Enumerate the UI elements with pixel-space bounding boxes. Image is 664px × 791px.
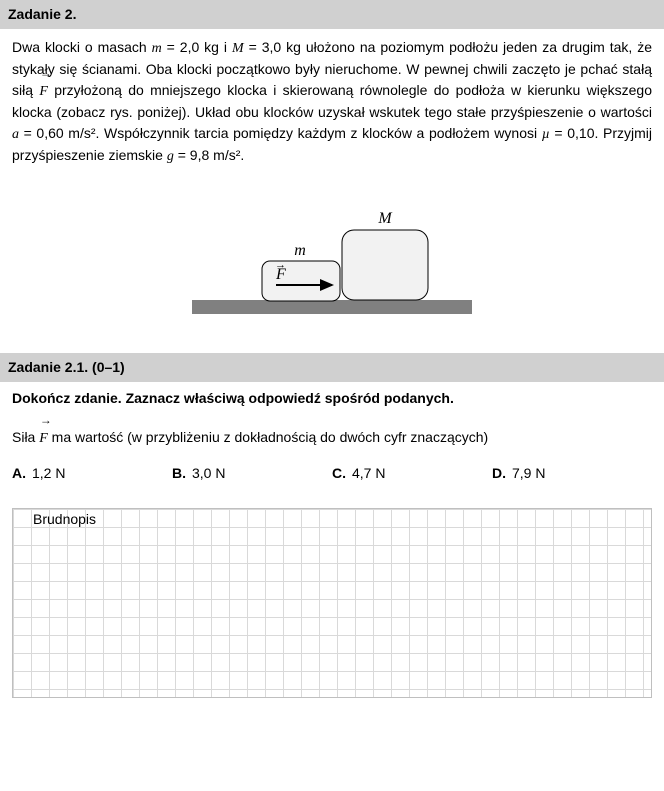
- option-text: 7,9 N: [512, 465, 545, 481]
- small-block: [262, 261, 340, 301]
- big-block: [342, 230, 428, 300]
- task2-header: Zadanie 2.: [0, 0, 664, 29]
- option-letter: A.: [12, 465, 26, 481]
- ground: [192, 300, 472, 314]
- option-b[interactable]: B. 3,0 N: [172, 463, 332, 484]
- task21-instruction: Dokończ zdanie. Zaznacz właściwą odpowie…: [0, 382, 664, 421]
- force-vector-arrow: →: [275, 259, 286, 271]
- scratch-area: Brudnopis: [0, 508, 664, 710]
- option-c[interactable]: C. 4,7 N: [332, 463, 492, 484]
- options-row: A. 1,2 N B. 3,0 N C. 4,7 N D. 7,9 N: [0, 463, 664, 508]
- task2-body: Dwa klocki o masach m = 2,0 kg i M = 3,0…: [0, 29, 664, 185]
- option-letter: C.: [332, 465, 346, 481]
- task21-header: Zadanie 2.1. (0–1): [0, 353, 664, 382]
- option-a[interactable]: A. 1,2 N: [12, 463, 172, 484]
- scratch-label: Brudnopis: [31, 509, 98, 530]
- option-text: 4,7 N: [352, 465, 385, 481]
- diagram-container: m M F →: [0, 185, 664, 353]
- scratch-grid: Brudnopis: [12, 508, 652, 698]
- big-block-label: M: [377, 210, 393, 227]
- option-text: 3,0 N: [192, 465, 225, 481]
- blocks-diagram: m M F →: [172, 205, 492, 325]
- task21-question: Siła F→ ma wartość (w przybliżeniu z dok…: [0, 421, 664, 463]
- option-letter: B.: [172, 465, 186, 481]
- task2-text: Dwa klocki o masach m = 2,0 kg i M = 3,0…: [12, 37, 652, 167]
- option-text: 1,2 N: [32, 465, 65, 481]
- option-letter: D.: [492, 465, 506, 481]
- option-d[interactable]: D. 7,9 N: [492, 463, 652, 484]
- small-block-label: m: [294, 242, 306, 259]
